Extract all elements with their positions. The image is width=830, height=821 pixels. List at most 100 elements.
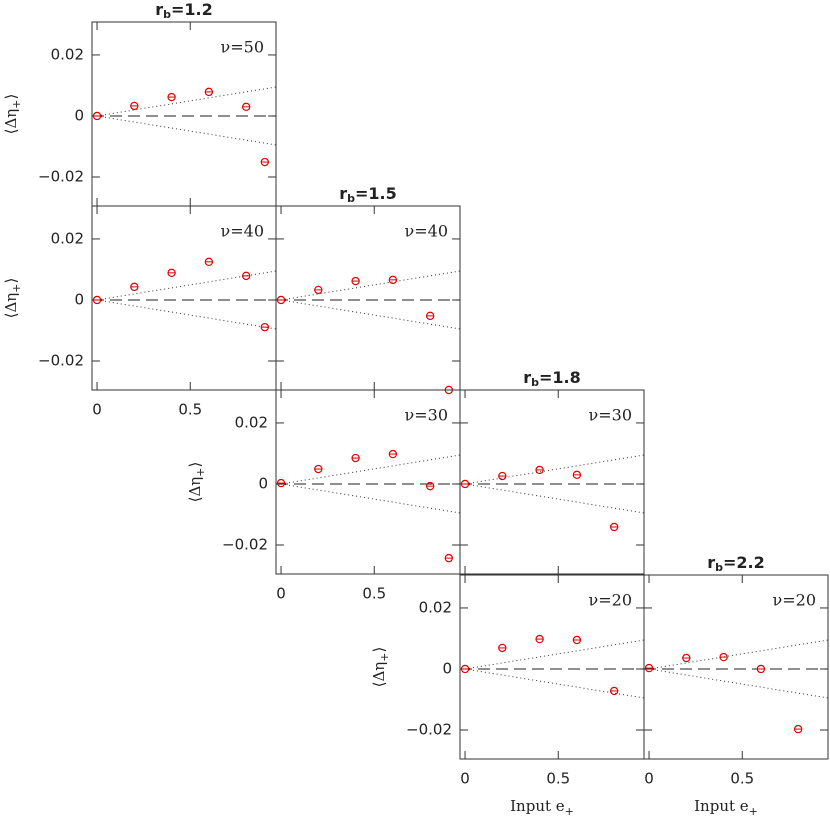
data-point bbox=[167, 92, 176, 102]
data-point bbox=[425, 481, 435, 491]
data-point bbox=[130, 282, 139, 292]
y-axis-label-base: ⟨Δη bbox=[186, 477, 204, 503]
envelope-line bbox=[464, 454, 645, 485]
y-tick-label: 0.02 bbox=[419, 598, 452, 616]
data-point bbox=[756, 664, 766, 674]
data-point bbox=[572, 635, 582, 645]
envelope-line bbox=[464, 639, 645, 670]
data-point bbox=[167, 268, 176, 278]
y-axis-label-rest: ⟩ bbox=[186, 462, 204, 468]
data-point bbox=[644, 663, 654, 673]
data-point bbox=[388, 275, 398, 285]
panel-annotation: ν=40 bbox=[405, 222, 449, 241]
y-axis-label-base: ⟨Δη bbox=[2, 109, 20, 135]
y-axis-label: ⟨Δη+⟩ bbox=[2, 278, 23, 319]
data-point bbox=[241, 271, 251, 281]
y-axis-label-rest: ⟩ bbox=[2, 94, 20, 100]
data-point bbox=[204, 257, 214, 267]
data-point bbox=[609, 522, 619, 532]
y-tick-label: 0 bbox=[442, 659, 452, 677]
data-point bbox=[130, 101, 139, 111]
data-point bbox=[276, 295, 286, 305]
data-point bbox=[572, 470, 582, 480]
x-tick-label: 0 bbox=[460, 770, 470, 788]
panel-title-base: r bbox=[523, 368, 531, 387]
data-point bbox=[204, 87, 214, 97]
y-axis-label-sub: + bbox=[10, 99, 23, 108]
envelope-line bbox=[280, 270, 461, 301]
panel-title-sub: b bbox=[531, 376, 539, 389]
x-axis-label-base: Input e bbox=[510, 797, 565, 815]
envelope-line bbox=[96, 299, 277, 330]
panel-title-base: r bbox=[707, 553, 715, 572]
y-axis-label-sub: + bbox=[10, 283, 23, 292]
data-point bbox=[460, 664, 470, 674]
plot-frame bbox=[643, 574, 829, 760]
panel-title-rest: =1.5 bbox=[355, 184, 397, 203]
plot-frame bbox=[459, 389, 645, 575]
panel-title-sub: b bbox=[347, 192, 355, 205]
y-tick-label: 0.02 bbox=[51, 45, 84, 63]
y-axis-label-base: ⟨Δη bbox=[2, 293, 20, 319]
panel-title-rest: =1.8 bbox=[539, 368, 581, 387]
x-tick-label: 0 bbox=[276, 585, 286, 603]
y-axis-label-sub: + bbox=[194, 467, 207, 476]
panel-title-rest: =2.2 bbox=[723, 553, 765, 572]
x-axis-label-sub: + bbox=[749, 805, 758, 818]
data-point bbox=[609, 686, 619, 696]
y-tick-label: 0 bbox=[74, 290, 84, 308]
y-tick-label: −0.02 bbox=[406, 721, 452, 739]
x-axis-label: Input e+ bbox=[510, 797, 574, 818]
y-tick-label: 0.02 bbox=[51, 229, 84, 247]
y-axis-label-sub: + bbox=[378, 652, 391, 661]
data-point bbox=[793, 724, 803, 734]
data-point bbox=[498, 643, 507, 653]
y-axis-label: ⟨Δη+⟩ bbox=[370, 647, 391, 688]
data-point bbox=[535, 634, 544, 644]
y-axis-label: ⟨Δη+⟩ bbox=[186, 462, 207, 503]
data-point bbox=[682, 653, 691, 663]
panel-annotation: ν=50 bbox=[221, 38, 265, 57]
panel-title: rb=2.2 bbox=[707, 553, 765, 575]
panel-title-sub: b bbox=[163, 8, 171, 21]
panel-annotation: ν=30 bbox=[589, 406, 633, 425]
y-axis-label-rest: ⟩ bbox=[370, 647, 388, 653]
panel-title: rb=1.5 bbox=[339, 184, 397, 206]
data-point bbox=[314, 464, 323, 474]
panel-annotation: ν=20 bbox=[773, 591, 817, 610]
panel-title-base: r bbox=[155, 0, 163, 19]
y-tick-label: 0 bbox=[74, 106, 84, 124]
data-point bbox=[351, 453, 360, 463]
data-point bbox=[535, 465, 544, 475]
data-point bbox=[260, 322, 270, 332]
y-axis-label-rest: ⟩ bbox=[2, 278, 20, 284]
data-point bbox=[351, 276, 360, 286]
panel-title-sub: b bbox=[715, 561, 723, 574]
envelope-line bbox=[96, 86, 277, 117]
x-tick-label: 0.5 bbox=[178, 401, 202, 419]
y-axis-label-base: ⟨Δη bbox=[370, 662, 388, 688]
panel-title-base: r bbox=[339, 184, 347, 203]
data-point bbox=[425, 311, 435, 321]
panel-annotation: ν=40 bbox=[221, 222, 265, 241]
data-point bbox=[92, 295, 102, 305]
panel-annotation: ν=20 bbox=[589, 591, 633, 610]
y-tick-label: 0 bbox=[258, 474, 268, 492]
data-point bbox=[92, 111, 102, 121]
y-tick-label: −0.02 bbox=[38, 352, 84, 370]
panel-title: rb=1.2 bbox=[155, 0, 213, 21]
envelope-line bbox=[96, 115, 277, 146]
x-tick-label: 0.5 bbox=[546, 770, 570, 788]
data-point bbox=[241, 102, 251, 112]
data-point bbox=[260, 157, 270, 167]
data-point bbox=[444, 553, 454, 563]
y-tick-label: −0.02 bbox=[38, 168, 84, 186]
x-tick-label: 0 bbox=[92, 401, 102, 419]
x-tick-label: 0.5 bbox=[362, 585, 386, 603]
y-tick-label: −0.02 bbox=[222, 536, 268, 554]
panel-title: rb=1.8 bbox=[523, 368, 581, 390]
envelope-line bbox=[648, 639, 829, 670]
x-axis-label: Input e+ bbox=[694, 797, 758, 818]
data-point bbox=[276, 478, 286, 488]
